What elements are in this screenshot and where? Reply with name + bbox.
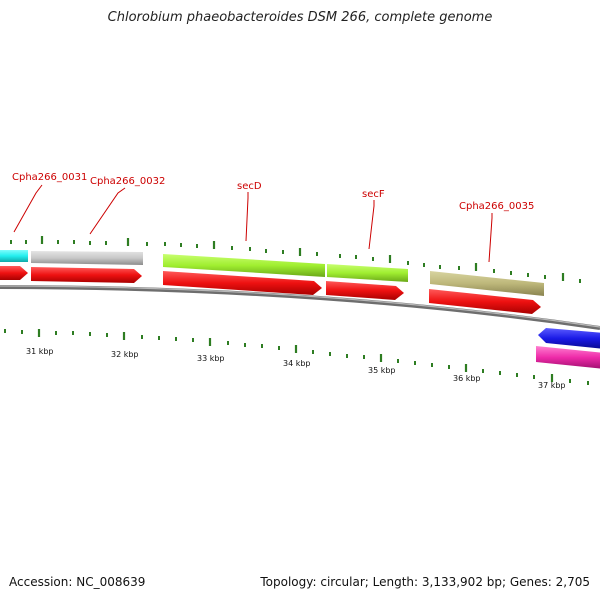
reverse-cds-arrow[interactable] [538, 328, 600, 349]
gene-track [0, 250, 544, 296]
genome-summary-text: Topology: circular; Length: 3,133,902 bp… [260, 575, 590, 589]
gene-secf-box[interactable] [327, 264, 408, 282]
gene-label-secf: secF [362, 189, 385, 200]
inner-feature-track [536, 328, 600, 369]
label-leaders [13, 184, 493, 263]
cds-arrow[interactable] [326, 281, 404, 300]
tick-labels: 31 kbp 32 kbp 33 kbp 34 kbp 35 kbp 36 kb… [26, 347, 566, 390]
tick-label: 36 kbp [453, 374, 481, 383]
gene-label-cpha266-0032: Cpha266_0032 [90, 176, 165, 187]
gene-secd-box[interactable] [163, 254, 325, 277]
cds-arrow[interactable] [429, 289, 541, 314]
gene-cpha266-0030-box[interactable] [0, 250, 28, 262]
tick-label: 33 kbp [197, 354, 225, 363]
genome-backbone-highlight [0, 285, 600, 328]
tick-label: 37 kbp [538, 381, 566, 390]
cds-track [0, 266, 541, 314]
map-title: Chlorobium phaeobacteroides DSM 266, com… [107, 10, 493, 25]
gene-label-cpha266-0031: Cpha266_0031 [12, 172, 87, 183]
gene-cpha266-0035-box[interactable] [430, 271, 544, 296]
tick-label: 32 kbp [111, 350, 139, 359]
gene-cpha266-0031-box[interactable] [31, 251, 143, 265]
inner-ticks [4, 329, 589, 385]
gene-pink-box[interactable] [536, 346, 600, 369]
tick-label: 34 kbp [283, 359, 311, 368]
genome-backbone [0, 285, 600, 330]
cds-arrow[interactable] [0, 266, 28, 280]
accession-text: Accession: NC_008639 [9, 575, 146, 589]
cds-arrow[interactable] [31, 267, 142, 283]
cds-arrow[interactable] [163, 271, 322, 295]
outer-ticks [10, 236, 581, 283]
gene-label-cpha266-0035: Cpha266_0035 [459, 201, 534, 212]
gene-label-secd: secD [237, 181, 262, 192]
tick-label: 35 kbp [368, 366, 396, 375]
tick-label: 31 kbp [26, 347, 54, 356]
gene-labels: Cpha266_0031 Cpha266_0032 secD secF Cpha… [12, 172, 534, 212]
